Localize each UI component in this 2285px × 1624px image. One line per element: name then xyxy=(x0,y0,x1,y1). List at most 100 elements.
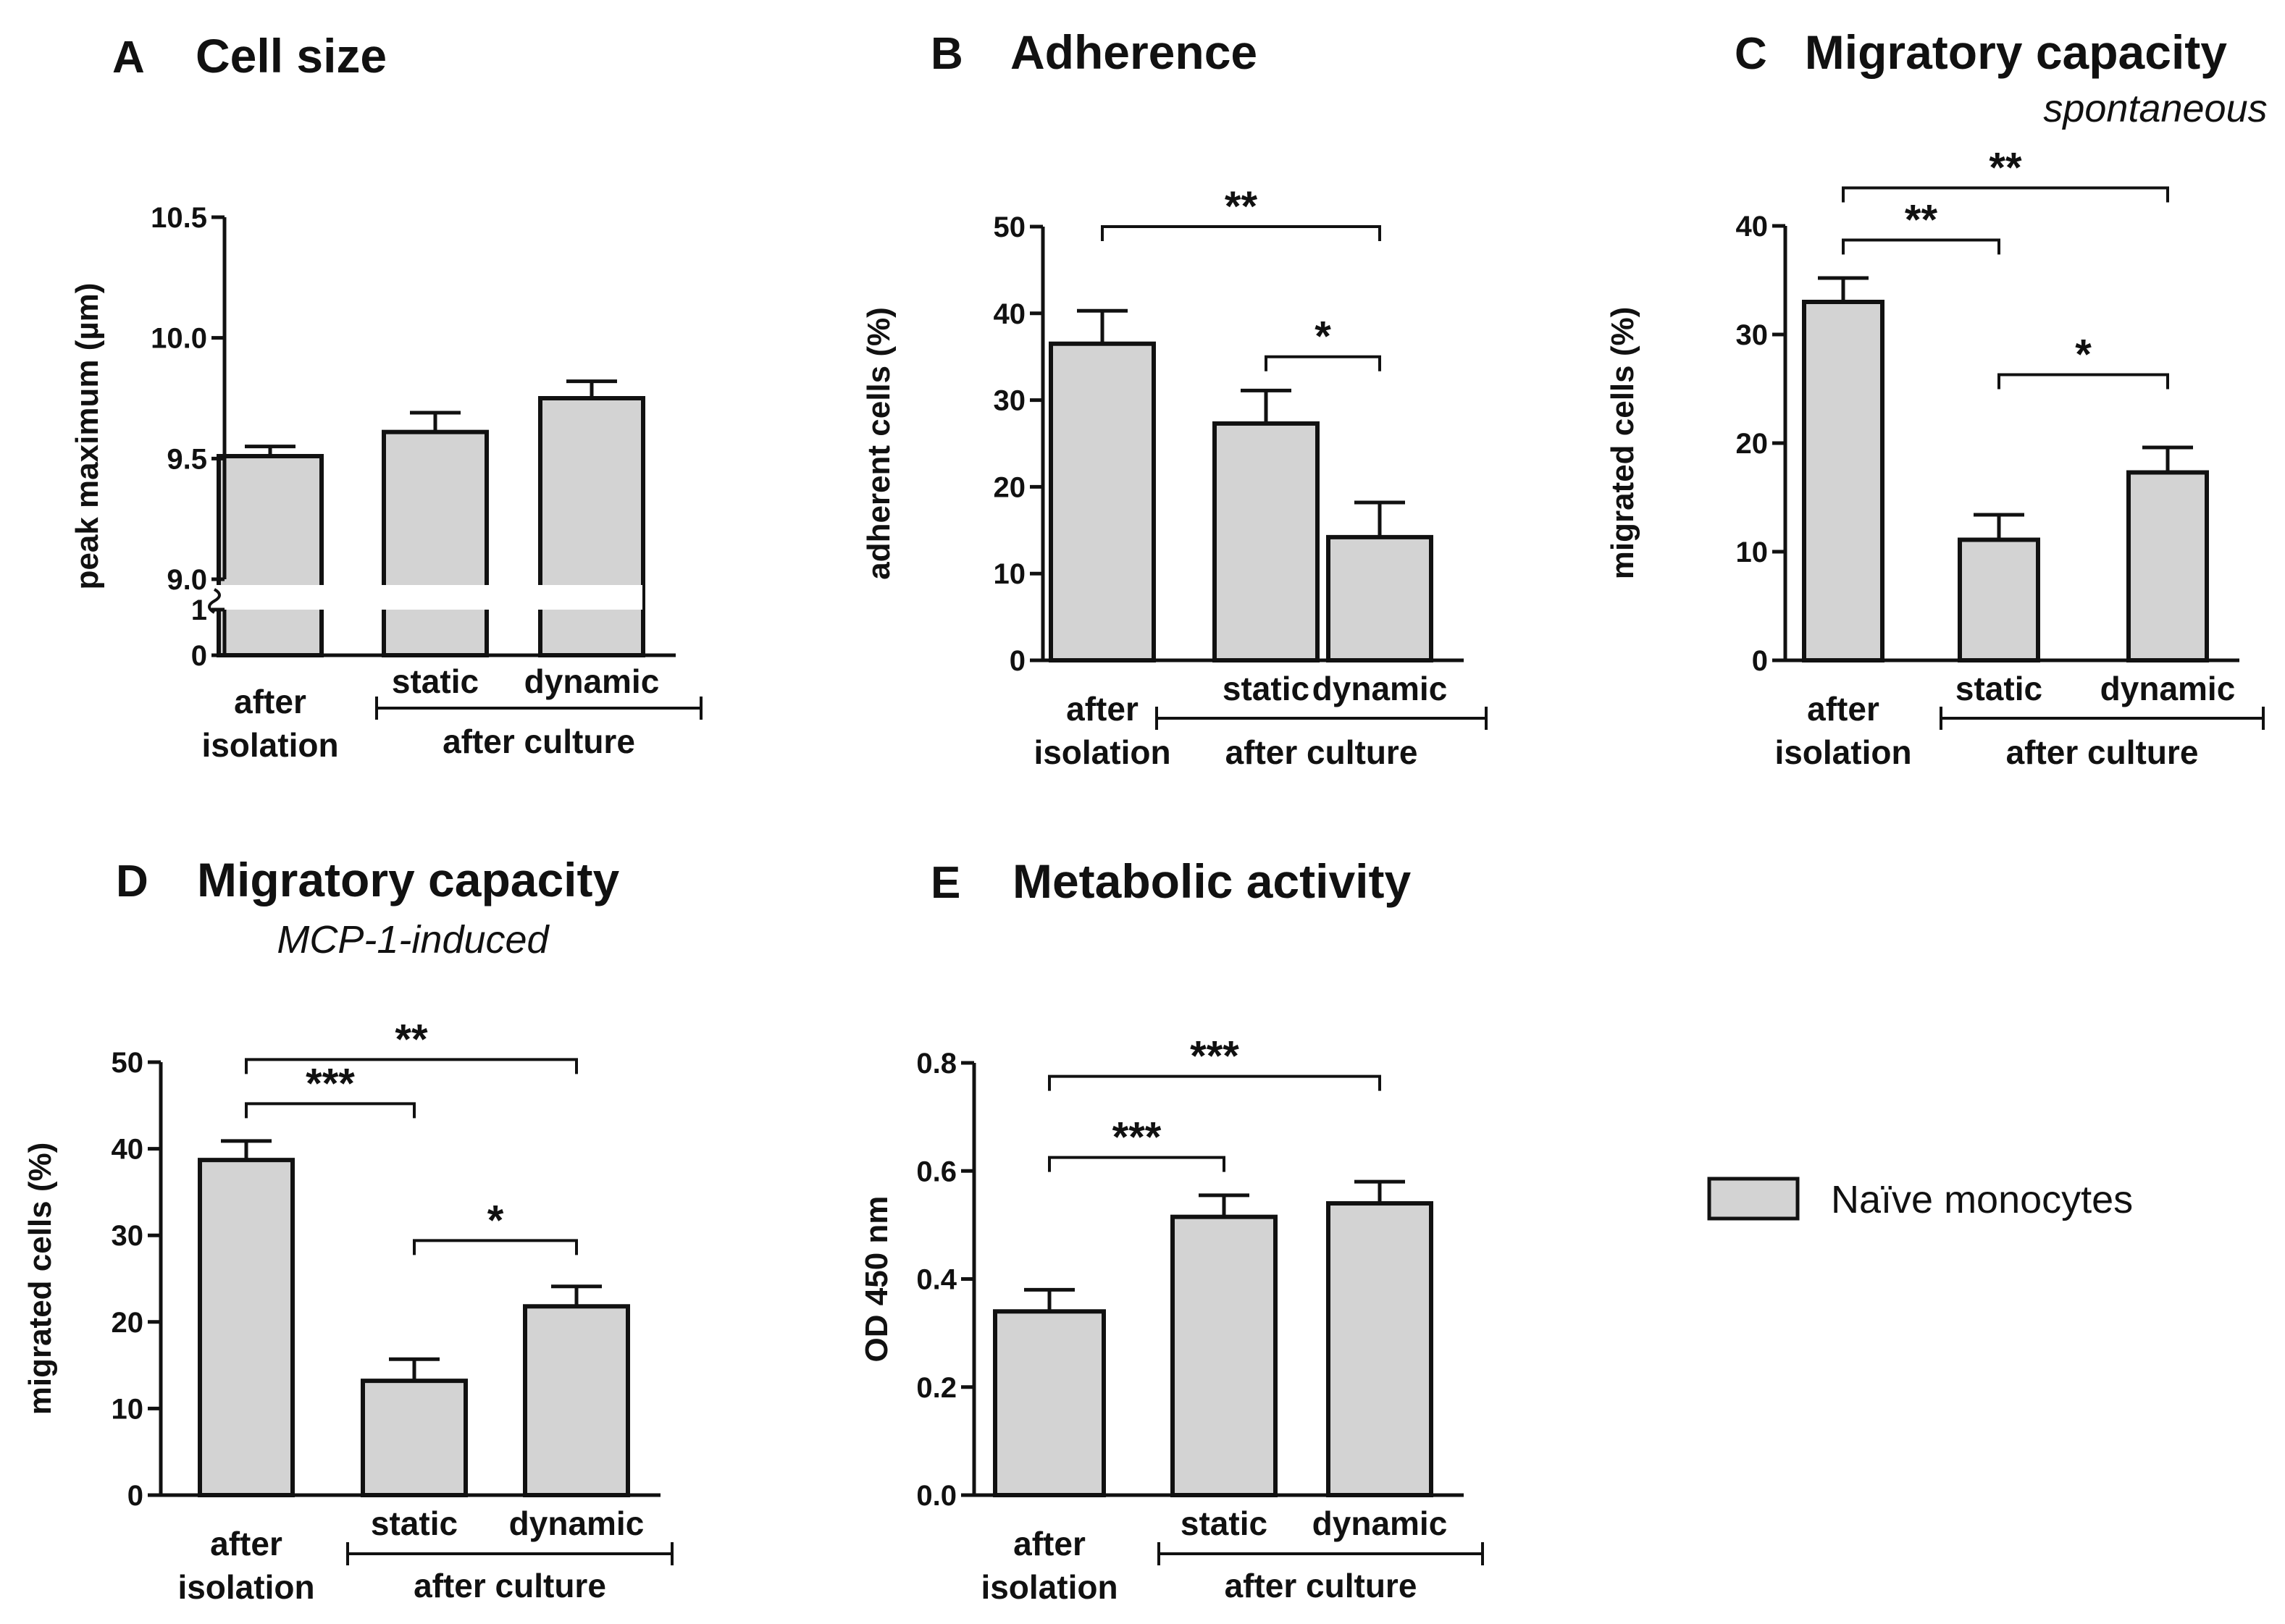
y-tick-label: 0 xyxy=(1010,645,1026,677)
y-tick-label: 10 xyxy=(994,558,1026,590)
significance-label: *** xyxy=(1112,1114,1162,1161)
y-tick-label: 0.8 xyxy=(916,1048,957,1080)
group-label: after culture xyxy=(443,723,635,760)
y-axis-label: OD 450 nm xyxy=(859,1196,894,1363)
category-label: after xyxy=(1807,690,1879,728)
legend-swatch xyxy=(1707,1177,1800,1221)
bar-3 xyxy=(538,396,645,657)
panel-title: Cell size xyxy=(196,29,387,83)
significance-bracket xyxy=(1842,186,2169,203)
category-label: dynamic xyxy=(509,1505,645,1542)
panel-subtitle: spontaneous xyxy=(2043,87,2267,130)
panel-letter: D xyxy=(116,857,148,906)
group-label: after culture xyxy=(1225,733,1418,771)
legend-label: Naïve monocytes xyxy=(1831,1178,2133,1221)
y-tick-label: 50 xyxy=(112,1047,144,1079)
y-tick-label: 20 xyxy=(112,1307,144,1339)
axis-break-gap xyxy=(203,585,642,610)
panel-c: C Migratory capacity spontaneous 0 10 20 30 40 m… xyxy=(1605,25,2268,771)
significance-label: * xyxy=(1315,314,1331,361)
significance-label: *** xyxy=(306,1060,355,1107)
y-tick-label: 0.4 xyxy=(916,1264,957,1296)
significance-bracket xyxy=(245,1058,578,1074)
panel-title: Migratory capacity xyxy=(1805,25,2227,79)
category-label: isolation xyxy=(177,1568,314,1606)
panel-letter: B xyxy=(931,29,963,79)
y-tick-label: 40 xyxy=(1736,211,1769,243)
group-label: after culture xyxy=(1225,1567,1417,1604)
y-tick-label: 0.2 xyxy=(916,1372,957,1404)
y-axis-label: migrated cells (%) xyxy=(22,1143,58,1415)
y-tick-label: 1 xyxy=(191,594,207,626)
category-label: isolation xyxy=(201,726,338,764)
category-label: dynamic xyxy=(2100,670,2236,707)
significance-bracket xyxy=(1265,355,1381,371)
category-label: static xyxy=(1181,1505,1267,1542)
category-label: dynamic xyxy=(1312,1505,1448,1542)
panel-e: E Metabolic activity 0.0 0.2 0.4 0.6 0.8 OD 450… xyxy=(859,854,1484,1606)
y-tick-label: 10.0 xyxy=(151,323,207,355)
y-tick-label: 0.6 xyxy=(916,1156,957,1187)
y-tick-label: 20 xyxy=(994,471,1026,503)
bar-3 xyxy=(523,1304,630,1497)
significance-label: * xyxy=(2075,332,2092,379)
significance-label: ** xyxy=(1989,145,2022,192)
significance-bracket xyxy=(1048,1156,1225,1172)
bar-1 xyxy=(993,1309,1106,1498)
bar-1 xyxy=(1802,300,1884,662)
significance-bracket xyxy=(245,1102,416,1119)
bar-3 xyxy=(1326,1201,1433,1498)
y-axis-label: migrated cells (%) xyxy=(1605,307,1640,580)
category-label: isolation xyxy=(981,1568,1118,1606)
bar-3 xyxy=(2126,470,2209,662)
significance-label: ** xyxy=(1905,197,1938,244)
y-tick-label: 40 xyxy=(112,1134,144,1166)
y-tick-label: 10.5 xyxy=(151,202,207,234)
category-label: isolation xyxy=(1774,733,1911,771)
y-axis-label: adherent cells (%) xyxy=(861,307,897,580)
panel-title: Metabolic activity xyxy=(1012,854,1411,908)
category-label: after xyxy=(1066,690,1139,728)
bar-2 xyxy=(1958,537,2040,662)
group-label: after culture xyxy=(414,1567,606,1604)
bar-1 xyxy=(217,454,324,657)
category-label: after xyxy=(1013,1525,1086,1562)
category-label: static xyxy=(392,662,479,700)
category-label: isolation xyxy=(1034,733,1170,771)
group-label: after culture xyxy=(2006,733,2199,771)
category-label: static xyxy=(371,1505,458,1542)
significance-label: ** xyxy=(395,1016,428,1063)
panel-title: Adherence xyxy=(1010,25,1257,79)
bar-3 xyxy=(1326,534,1433,662)
y-tick-label: 9.5 xyxy=(167,443,207,475)
category-label: static xyxy=(1955,670,2042,707)
significance-label: ** xyxy=(1225,183,1258,230)
panel-letter: A xyxy=(112,33,145,83)
y-axis-label: peak maximum (µm) xyxy=(70,283,105,590)
category-label: static xyxy=(1223,670,1309,707)
panel-title: Migratory capacity xyxy=(197,853,619,906)
panel-letter: C xyxy=(1735,29,1767,79)
significance-bracket xyxy=(413,1239,578,1255)
significance-bracket xyxy=(1101,225,1381,241)
significance-bracket xyxy=(1048,1074,1381,1091)
significance-label: *** xyxy=(1190,1033,1239,1080)
significance-bracket xyxy=(1997,373,2169,390)
panel-b: B Adherence 0 10 20 30 40 50 adherent cells (%) a… xyxy=(861,25,1488,771)
bar-2 xyxy=(1170,1214,1278,1498)
category-label: after xyxy=(234,683,306,720)
panel-a: A Cell size 9.0 9.5 10.0 10.5 1 0 peak maximum (… xyxy=(70,29,703,764)
legend: Naïve monocytes xyxy=(1707,1177,2133,1221)
panel-subtitle: MCP-1-induced xyxy=(277,918,550,962)
y-tick-label: 40 xyxy=(994,298,1026,330)
panel-d: D Migratory capacity MCP-1-induced 0 10 20 30 4… xyxy=(22,853,674,1606)
significance-label: * xyxy=(487,1197,504,1244)
y-tick-label: 10 xyxy=(112,1393,144,1425)
bar-2 xyxy=(361,1379,468,1498)
y-tick-label: 0 xyxy=(191,640,207,672)
y-tick-label: 10 xyxy=(1736,537,1769,568)
bar-2 xyxy=(382,429,489,658)
bar-1 xyxy=(1049,341,1156,662)
category-label: after xyxy=(210,1525,282,1562)
y-tick-label: 9.0 xyxy=(167,564,207,596)
